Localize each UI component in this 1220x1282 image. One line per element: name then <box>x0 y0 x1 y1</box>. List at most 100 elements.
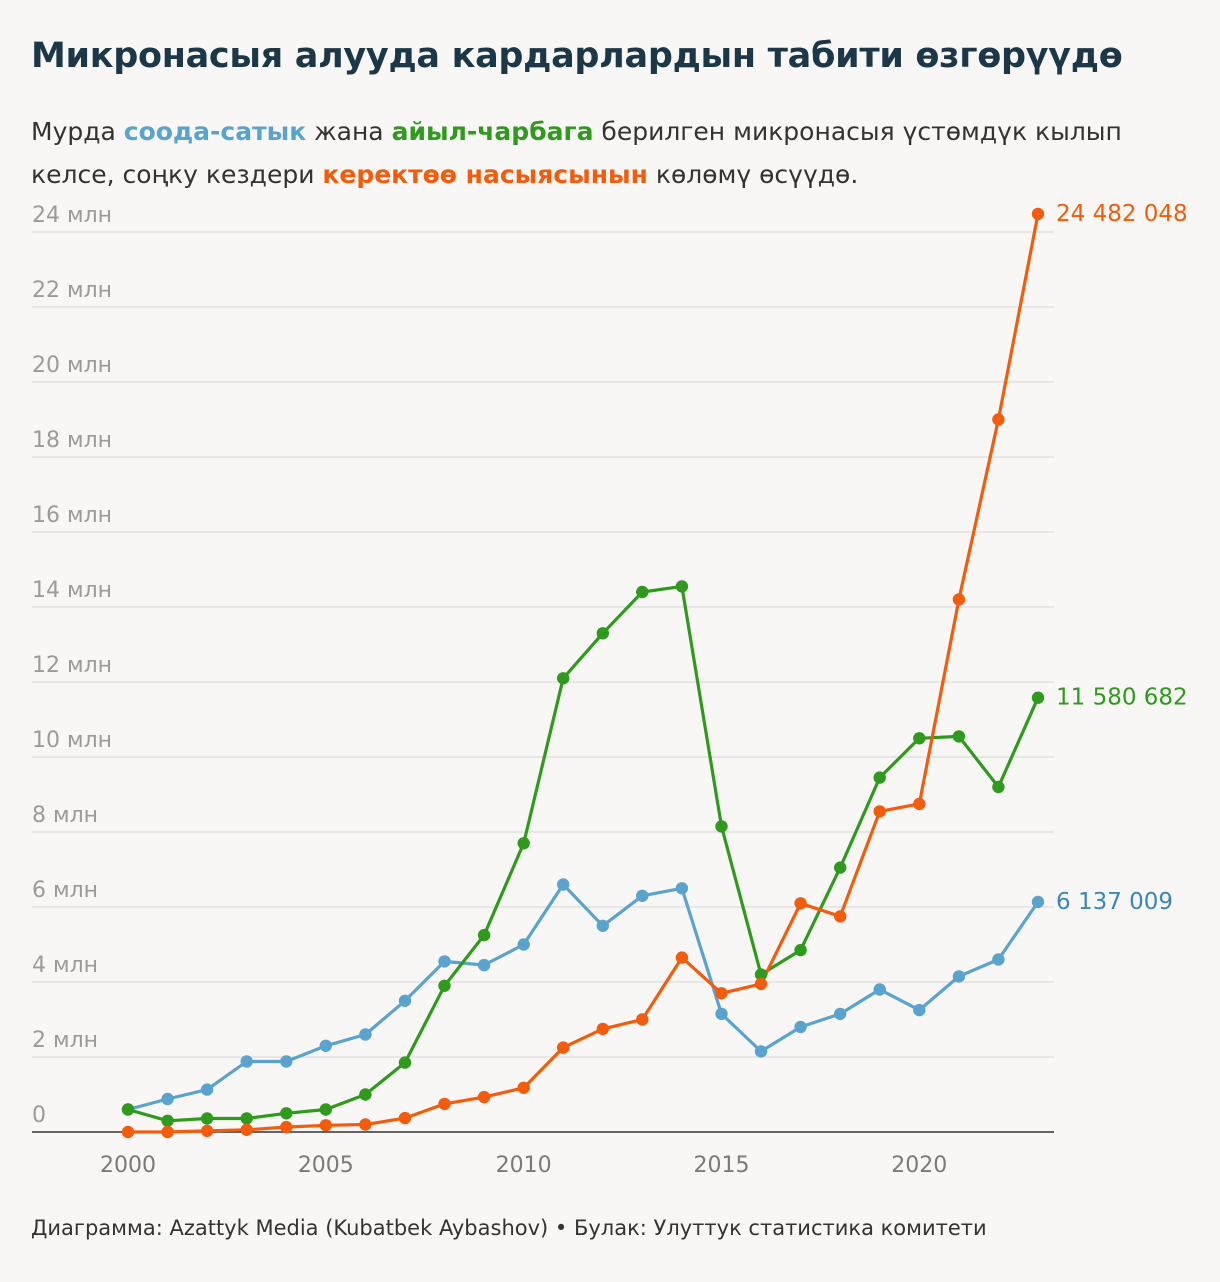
y-tick-label: 16 млн <box>32 503 112 528</box>
data-point-consumer <box>438 1097 451 1111</box>
data-point-consumer <box>715 987 728 1000</box>
data-point-agri <box>200 1112 214 1125</box>
end-label-consumer: 24 482 048 <box>1056 201 1188 227</box>
data-point-agri <box>1031 691 1045 704</box>
data-point-agri <box>834 861 847 874</box>
grid-lines <box>32 231 1054 1133</box>
y-tick-label: 0 <box>32 1103 46 1128</box>
series-lines <box>126 212 1040 1134</box>
series-line-trade <box>126 882 1040 1112</box>
y-tick-label: 12 млн <box>32 653 112 678</box>
data-point-consumer <box>477 1090 491 1104</box>
data-point-trade <box>596 919 609 932</box>
data-point-agri <box>359 1088 372 1101</box>
data-point-trade <box>319 1039 332 1053</box>
y-axis-ticks: 0 2 млн 4 млн 6 млн 8 млн 10 млн 12 млн 14 млн 1… <box>32 203 112 1128</box>
data-point-trade <box>636 889 649 902</box>
x-tick-label: 2000 <box>100 1153 156 1178</box>
data-point-agri <box>675 580 689 593</box>
data-point-consumer <box>636 1013 649 1026</box>
data-point-agri <box>280 1107 293 1120</box>
series-line-consumer <box>126 212 1040 1134</box>
data-point-consumer <box>200 1124 214 1138</box>
data-point-agri <box>438 979 451 992</box>
data-point-consumer <box>161 1125 174 1139</box>
data-point-trade <box>952 970 966 983</box>
x-tick-label: 2015 <box>693 1153 749 1178</box>
data-point-agri <box>398 1056 412 1069</box>
data-point-agri <box>557 672 570 685</box>
data-point-agri <box>952 730 966 743</box>
y-tick-label: 6 млн <box>32 878 98 903</box>
subtitle-agri-highlight: айыл-чарбага <box>391 117 594 146</box>
y-tick-label: 2 млн <box>32 1028 98 1053</box>
data-point-trade <box>280 1055 293 1068</box>
data-point-trade <box>477 958 491 972</box>
data-point-consumer <box>992 413 1005 426</box>
data-point-trade <box>675 882 689 895</box>
y-tick-label: 4 млн <box>32 953 98 978</box>
data-point-trade <box>992 953 1005 966</box>
chart-title: Микронасыя алууда кардарлардын табити өз… <box>31 36 1123 76</box>
y-tick-label: 22 млн <box>32 278 112 303</box>
x-tick-label: 2010 <box>496 1153 552 1178</box>
data-point-consumer <box>557 1041 570 1054</box>
data-point-trade <box>240 1055 253 1068</box>
data-point-trade <box>161 1092 174 1106</box>
data-point-consumer <box>319 1119 332 1132</box>
subtitle-text-2: жана <box>306 117 392 146</box>
data-point-agri <box>121 1103 135 1116</box>
y-tick-label: 24 млн <box>32 203 112 228</box>
data-point-trade <box>398 994 412 1007</box>
data-point-consumer <box>675 951 689 964</box>
data-point-agri <box>913 732 926 745</box>
y-tick-label: 20 млн <box>32 353 112 378</box>
data-point-consumer <box>794 897 807 910</box>
subtitle-text-3: берилген микронасыя үстөмдүк кылып келсе… <box>31 117 1122 189</box>
y-tick-label: 18 млн <box>32 428 112 453</box>
data-point-trade <box>754 1045 768 1058</box>
chart-subtitle: Мурда соода-сатык жана айыл-чарбага бери… <box>31 110 1191 196</box>
data-point-agri <box>596 627 609 640</box>
data-point-consumer <box>1031 207 1045 221</box>
series-line-agri <box>126 584 1040 1123</box>
data-point-consumer <box>398 1111 412 1125</box>
data-point-consumer <box>280 1120 293 1134</box>
x-tick-label: 2005 <box>298 1153 354 1178</box>
data-point-consumer <box>121 1125 135 1139</box>
data-point-consumer <box>873 805 886 818</box>
y-tick-label: 10 млн <box>32 728 112 753</box>
data-point-trade <box>1031 895 1045 909</box>
data-point-agri <box>517 837 530 850</box>
data-point-agri <box>873 771 886 784</box>
data-point-agri <box>715 820 728 833</box>
data-point-agri <box>794 943 807 957</box>
x-axis-ticks: 2000 2005 2010 2015 2020 <box>100 1153 947 1178</box>
data-point-trade <box>200 1083 214 1096</box>
data-point-consumer <box>517 1081 530 1095</box>
data-point-agri <box>477 928 491 942</box>
data-point-trade <box>913 1003 926 1017</box>
data-point-trade <box>715 1007 728 1021</box>
data-point-trade <box>794 1020 807 1034</box>
end-label-agri: 11 580 682 <box>1056 685 1188 711</box>
data-point-consumer <box>754 977 768 991</box>
data-point-trade <box>359 1028 372 1041</box>
data-point-consumer <box>359 1118 372 1131</box>
data-point-consumer <box>913 797 926 811</box>
data-point-trade <box>834 1007 847 1021</box>
x-tick-label: 2020 <box>891 1153 947 1178</box>
data-point-agri <box>319 1103 332 1116</box>
data-point-trade <box>557 878 570 891</box>
end-labels: 6 137 009 11 580 682 24 482 048 <box>1056 201 1188 915</box>
subtitle-trade-highlight: соода-сатык <box>123 117 307 146</box>
data-point-agri <box>636 585 649 599</box>
data-point-agri <box>161 1114 174 1128</box>
data-point-consumer <box>952 593 966 606</box>
data-point-trade <box>438 955 451 968</box>
data-point-agri <box>992 780 1005 794</box>
subtitle-consumer-highlight: керектөө насыясынын <box>322 160 648 189</box>
series-points <box>121 207 1045 1139</box>
data-point-trade <box>517 938 530 951</box>
data-point-agri <box>754 968 768 981</box>
